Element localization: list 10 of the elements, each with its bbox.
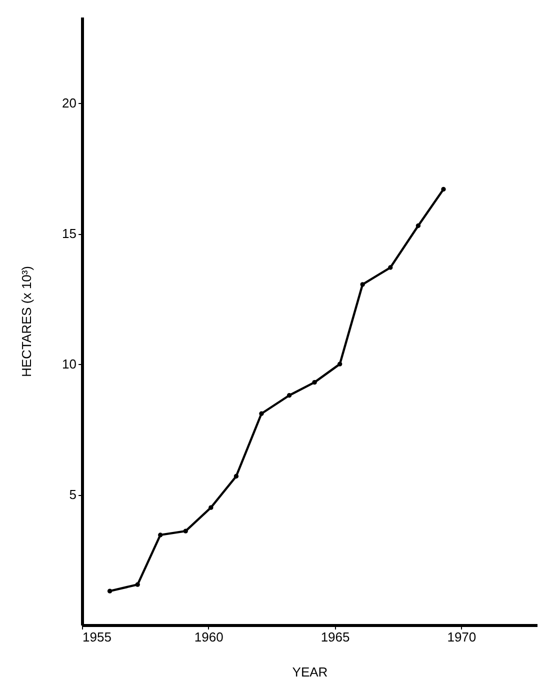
x-axis-title: YEAR — [292, 664, 328, 680]
y-tick-label: 20 — [62, 96, 76, 111]
x-tick-label: 1960 — [194, 630, 224, 644]
y-tick-label: 10 — [62, 356, 76, 372]
y-tick-label: 5 — [69, 487, 76, 502]
x-tick-label: 1970 — [447, 630, 476, 644]
y-axis-title: HECTARES (x 10³) — [19, 266, 34, 377]
x-tick-label: 1965 — [320, 630, 350, 644]
y-tick-label: 15 — [62, 226, 76, 242]
x-tick-label: 1955 — [82, 630, 112, 644]
